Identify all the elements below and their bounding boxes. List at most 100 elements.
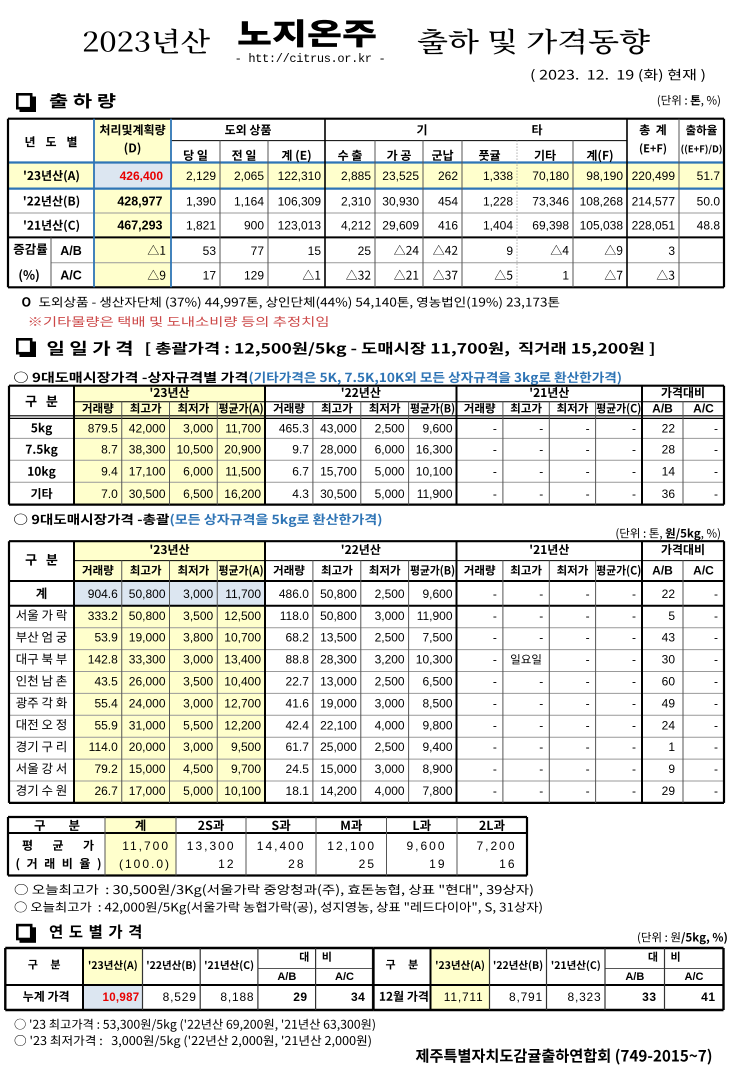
svg-text:98,190: 98,190 [586,169,623,183]
svg-text:38,300: 38,300 [129,443,166,457]
svg-text:333.2: 333.2 [88,609,118,623]
svg-text:10,700: 10,700 [224,631,261,645]
svg-text:142.8: 142.8 [88,653,118,667]
svg-text:-: - [586,421,590,435]
svg-text:3,000: 3,000 [375,609,405,623]
svg-text:22: 22 [662,421,676,435]
svg-text:49: 49 [662,696,676,710]
svg-text:4,000: 4,000 [375,784,405,798]
svg-text:50,800: 50,800 [129,587,166,601]
svg-text:-: - [714,465,718,479]
svg-text:-: - [714,487,718,501]
svg-text:220,499: 220,499 [632,169,676,183]
svg-text:A/B: A/B [60,244,82,258]
svg-text:2,500: 2,500 [375,675,405,689]
svg-text:13,300: 13,300 [187,839,236,853]
svg-text:3,800: 3,800 [183,631,213,645]
svg-text:36: 36 [662,487,676,501]
svg-text:30,930: 30,930 [382,195,419,209]
svg-text:-: - [714,609,718,623]
svg-text:9: 9 [506,244,513,258]
svg-text:9,600: 9,600 [422,587,452,601]
svg-text:-: - [493,631,497,645]
svg-text:-: - [539,762,543,776]
svg-text:-: - [632,675,636,689]
svg-text:11,700: 11,700 [225,587,261,601]
svg-text:-: - [493,653,497,667]
svg-text:A/C: A/C [335,971,354,983]
svg-text:3,000: 3,000 [375,762,405,776]
svg-text:-: - [714,653,718,667]
svg-text:18.1: 18.1 [286,784,310,798]
svg-text:33: 33 [642,990,656,1004]
svg-text:2,129: 2,129 [186,169,216,183]
svg-text:11,900: 11,900 [417,487,453,501]
svg-text:2,500: 2,500 [375,631,405,645]
svg-text:28,300: 28,300 [320,653,357,667]
svg-text:- htt://citrus.or.kr -: - htt://citrus.or.kr - [235,52,386,66]
svg-text:51.7: 51.7 [697,169,721,183]
svg-text:-: - [632,587,636,601]
svg-text:7,800: 7,800 [422,784,452,798]
svg-text:33,300: 33,300 [129,653,166,667]
svg-text:70,180: 70,180 [532,169,569,183]
svg-text:25,000: 25,000 [320,740,357,754]
svg-text:-: - [586,762,590,776]
svg-text:428,977: 428,977 [117,195,162,209]
svg-text:-: - [539,631,543,645]
svg-text:1,338: 1,338 [483,169,513,183]
svg-text:416: 416 [438,219,458,233]
svg-text:-: - [632,762,636,776]
svg-text:1,228: 1,228 [483,195,513,209]
svg-text:17,000: 17,000 [129,784,166,798]
svg-text:-: - [632,465,636,479]
svg-text:-: - [493,443,497,457]
svg-text:14: 14 [662,465,676,479]
svg-text:8.7: 8.7 [101,443,118,457]
svg-text:4.3: 4.3 [292,487,309,501]
svg-text:28: 28 [662,443,676,457]
svg-text:55.9: 55.9 [94,718,118,732]
svg-text:41.6: 41.6 [286,696,310,710]
svg-text:9,600: 9,600 [406,839,446,853]
svg-text:30,500: 30,500 [129,487,166,501]
svg-text:31,000: 31,000 [129,718,166,732]
svg-text:15,700: 15,700 [320,465,357,479]
svg-text:4,000: 4,000 [375,718,405,732]
svg-text:9,600: 9,600 [422,421,452,435]
svg-text:9.7: 9.7 [292,443,309,457]
svg-text:50,800: 50,800 [320,587,357,601]
svg-text:-: - [539,465,543,479]
svg-text:20,900: 20,900 [224,443,261,457]
svg-text:426,400: 426,400 [120,169,164,183]
svg-text:3,000: 3,000 [183,421,213,435]
svg-text:12,200: 12,200 [224,718,261,732]
svg-text:1,404: 1,404 [483,219,513,233]
svg-text:-: - [539,609,543,623]
svg-text:2,500: 2,500 [375,587,405,601]
svg-text:10,300: 10,300 [416,653,453,667]
svg-text:106,309: 106,309 [278,195,322,209]
svg-text:-: - [493,421,497,435]
svg-text:12,100: 12,100 [327,839,376,853]
svg-text:-: - [493,740,497,754]
svg-text:4,212: 4,212 [341,219,371,233]
svg-text:79.2: 79.2 [94,762,118,776]
svg-text:6,000: 6,000 [183,465,213,479]
svg-text:43: 43 [662,631,676,645]
svg-text:-: - [714,587,718,601]
svg-text:900: 900 [244,219,264,233]
svg-text:16,200: 16,200 [224,487,261,501]
svg-text:34: 34 [351,990,365,1004]
svg-text:-: - [539,421,543,435]
svg-text:14,200: 14,200 [320,784,357,798]
svg-text:3,000: 3,000 [183,696,213,710]
svg-text:-: - [632,609,636,623]
svg-text:5,000: 5,000 [375,465,405,479]
svg-text:8,791: 8,791 [509,990,543,1004]
svg-text:-: - [539,487,543,501]
svg-text:A/B: A/B [277,971,296,983]
svg-text:262: 262 [438,169,458,183]
svg-text:11,500: 11,500 [225,465,261,479]
svg-text:8,900: 8,900 [422,762,452,776]
